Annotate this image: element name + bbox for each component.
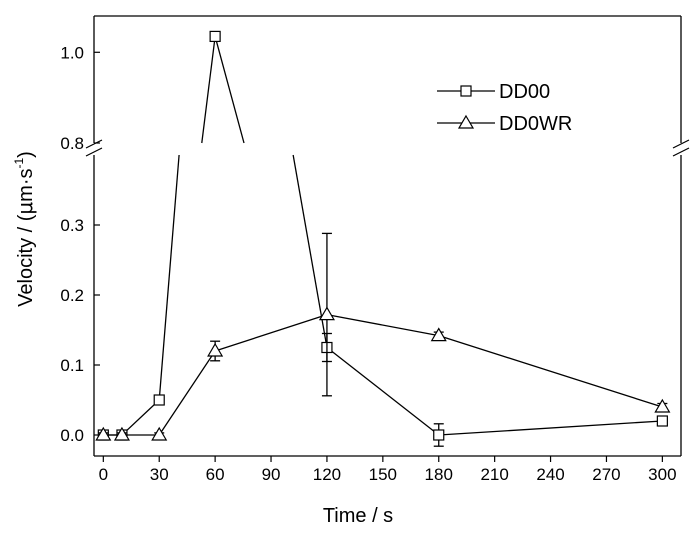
x-tick-label: 210 xyxy=(480,465,508,484)
x-axis-title: Time / s xyxy=(323,505,393,527)
data-point-dd0wr xyxy=(430,327,447,342)
data-point-dd0wr xyxy=(95,426,112,441)
x-tick-label: 120 xyxy=(313,465,341,484)
series-line-segment xyxy=(438,334,663,408)
legend: DD00 DD0WR xyxy=(437,81,572,135)
x-tick-label: 60 xyxy=(206,465,225,484)
series-line-segment xyxy=(438,420,663,436)
x-tick-label: 90 xyxy=(262,465,281,484)
y-axis-title-close: ) xyxy=(15,151,37,158)
legend-label-dd00: DD00 xyxy=(499,81,550,103)
axis-break-marks xyxy=(85,139,690,157)
data-point-dd0wr xyxy=(654,398,671,413)
series-line-segment xyxy=(292,154,328,348)
y-tick-label: 0.8 xyxy=(60,134,84,153)
y-tick-label: 1.0 xyxy=(60,43,84,62)
x-tick-label: 270 xyxy=(592,465,620,484)
x-tick-label: 30 xyxy=(150,465,169,484)
x-tick-label: 180 xyxy=(425,465,453,484)
legend-marker-dd0wr xyxy=(457,114,475,129)
series-line-segment xyxy=(214,36,245,144)
data-point-dd00 xyxy=(433,429,445,441)
axis-break-mark-right-1 xyxy=(672,139,690,149)
x-axis-ticks: 0 30 60 90 120 150 180 210 240 270 300 xyxy=(99,456,677,484)
series-line-segment xyxy=(158,154,180,401)
series-dd0wr xyxy=(95,232,671,441)
series-line-segment xyxy=(326,346,440,436)
legend-marker-dd00 xyxy=(460,85,472,97)
x-tick-label: 0 xyxy=(99,465,108,484)
y-tick-label: 0.3 xyxy=(60,216,84,235)
y-axis-title-exponent: -1 xyxy=(12,158,26,169)
legend-label-dd0wr: DD0WR xyxy=(499,113,572,135)
data-point-dd00 xyxy=(656,415,668,427)
x-tick-label: 240 xyxy=(536,465,564,484)
y-tick-label: 0.0 xyxy=(60,426,84,445)
data-point-dd0wr xyxy=(207,342,224,357)
data-point-dd0wr xyxy=(151,426,168,441)
series-line-segment xyxy=(158,350,216,436)
data-point-dd00 xyxy=(153,394,165,406)
data-point-dd00 xyxy=(209,30,221,43)
y-axis-title-mu: μ xyxy=(13,202,37,215)
series-line-segment xyxy=(326,313,439,337)
series-dd00 xyxy=(97,30,668,447)
series-line-segment xyxy=(121,399,160,436)
series-line-segment xyxy=(214,313,328,352)
axis-break-mark-right-2 xyxy=(672,147,690,157)
y-axis-ticks: 0.0 0.1 0.2 0.3 0.8 1.0 xyxy=(60,43,100,445)
y-tick-label: 0.1 xyxy=(60,356,84,375)
series-layer xyxy=(95,30,671,447)
plot-frame xyxy=(93,15,682,457)
axis-break-mark-left-2 xyxy=(85,147,103,157)
series-line-segment xyxy=(201,36,216,144)
y-axis-title: Velocity / (μm·s-1) xyxy=(12,151,37,307)
data-point-dd0wr xyxy=(113,426,130,441)
x-tick-label: 150 xyxy=(369,465,397,484)
axis-break-mark-left-1 xyxy=(85,139,103,149)
data-point-dd0wr xyxy=(318,306,335,321)
y-tick-label: 0.2 xyxy=(60,286,84,305)
x-tick-label: 300 xyxy=(648,465,676,484)
y-axis-title-text: Velocity / ( xyxy=(15,214,37,307)
y-axis-title-unit: m·s xyxy=(15,169,37,202)
